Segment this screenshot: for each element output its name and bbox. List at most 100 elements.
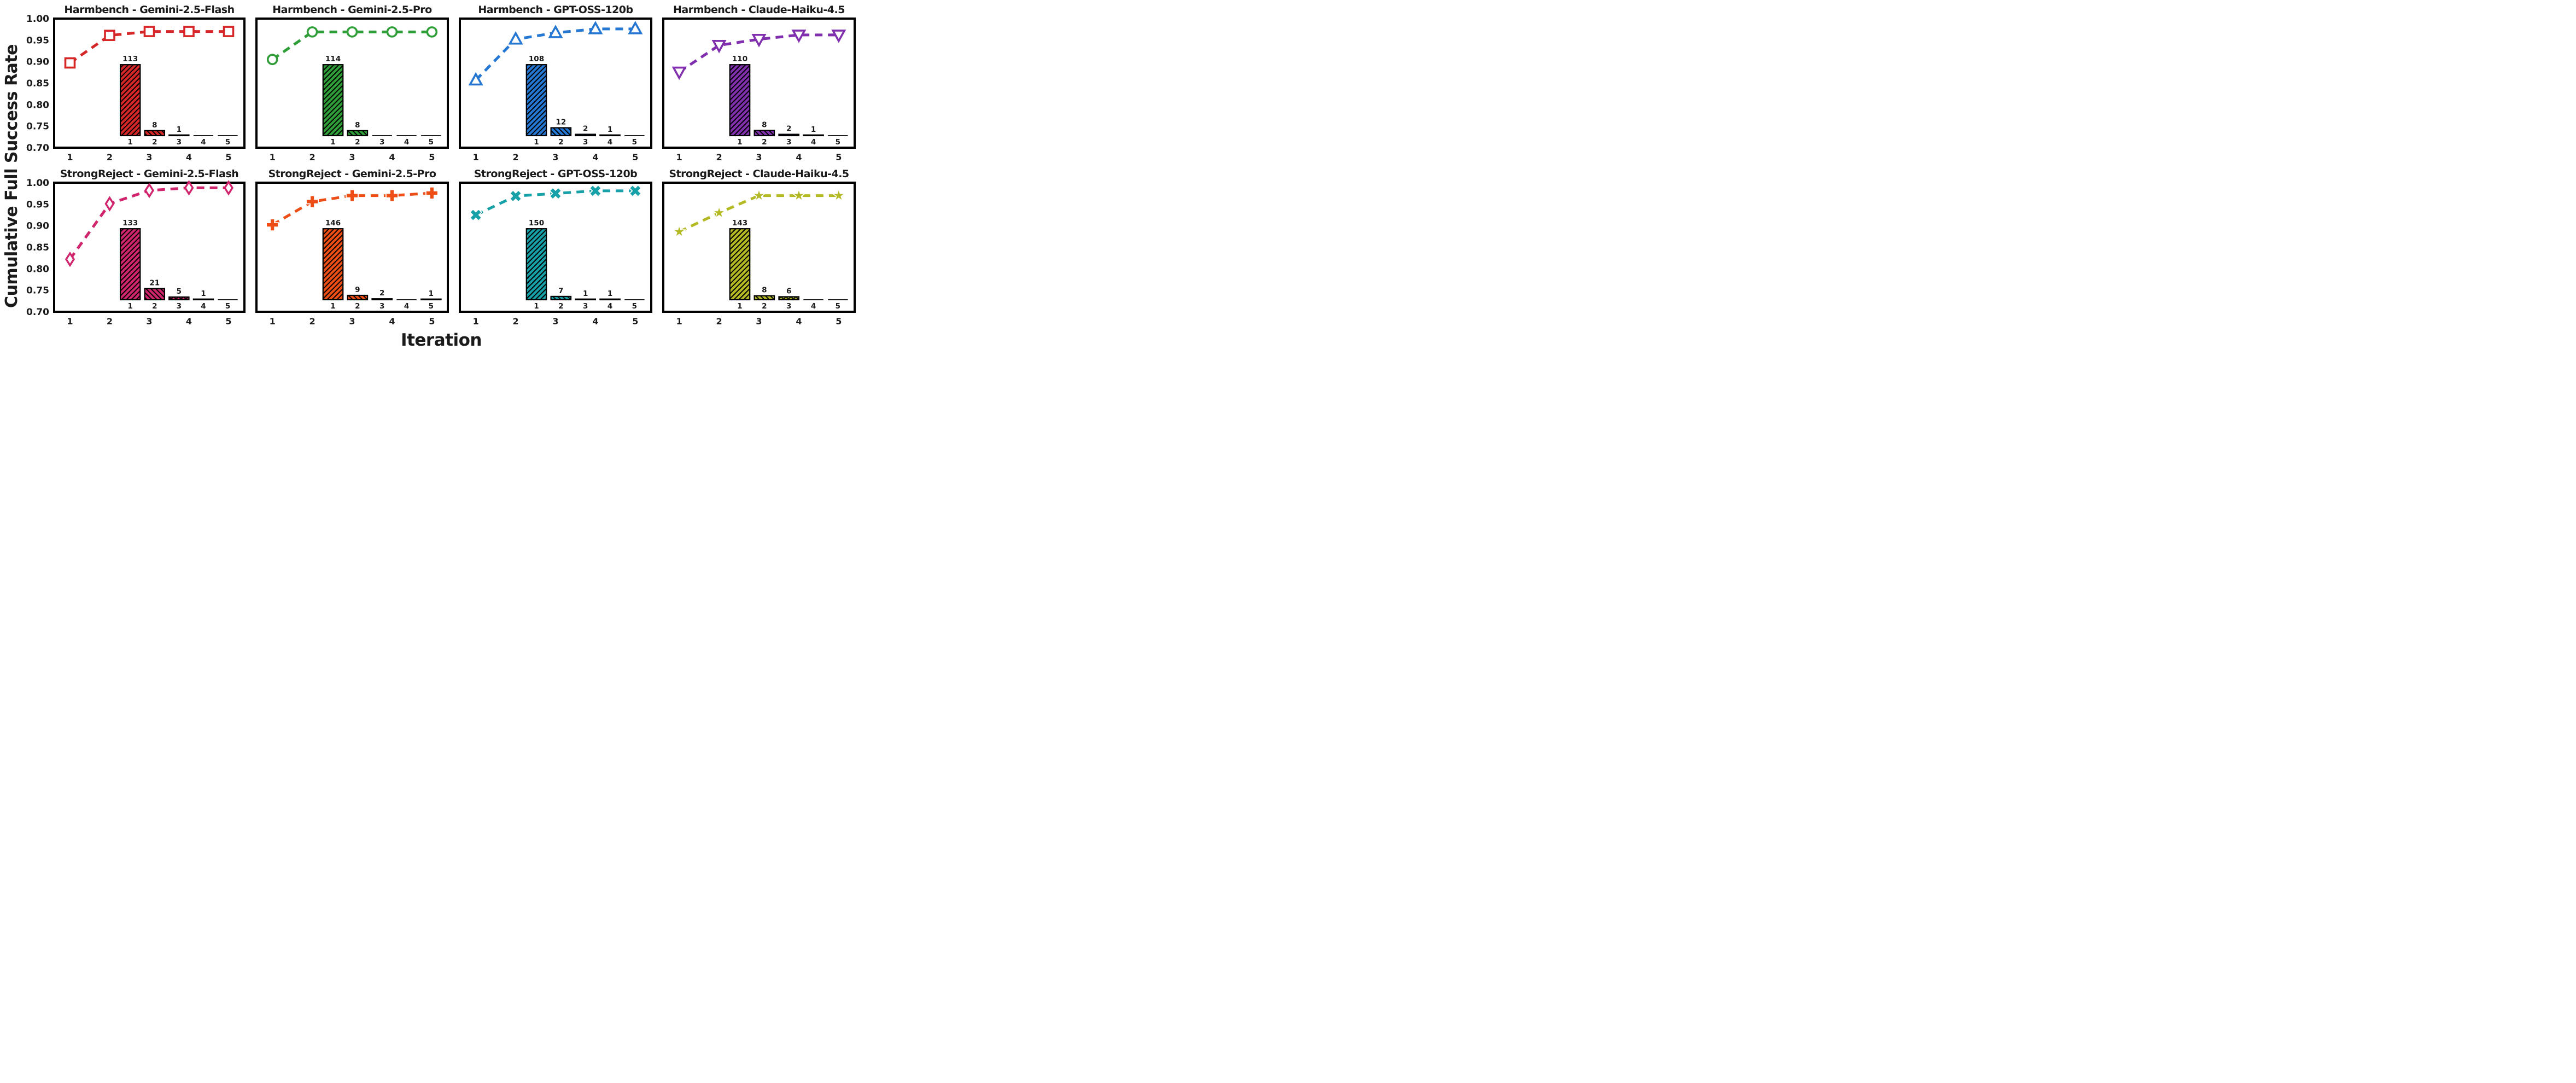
panel-row-harmbench: Harmbench - Gemini-2.5-Flash 1.00 0.95 0.90… xyxy=(24,2,859,166)
x-tick-label: 3 xyxy=(146,316,152,327)
marker-circle-open xyxy=(426,26,438,38)
success-rate-line xyxy=(69,30,229,65)
y-tick-label: 0.85 xyxy=(26,78,49,89)
marker-x-filled xyxy=(549,187,562,200)
subplot-title: Harmbench - Gemini-2.5-Flash xyxy=(64,4,234,16)
x-tick-label: 4 xyxy=(389,152,395,162)
inset-bar-tick-label: 5 xyxy=(429,302,434,311)
success-rate-line xyxy=(271,191,432,226)
plot-box xyxy=(255,182,449,313)
y-tick-label: 0.75 xyxy=(26,121,49,132)
inset-bar xyxy=(753,130,775,137)
inset-bar-tick-label: 3 xyxy=(177,138,182,147)
inset-bar-tick-label: 2 xyxy=(355,302,360,311)
inset-bar-count-label: 8 xyxy=(762,121,767,130)
inset-bar-tick-label: 3 xyxy=(177,302,182,311)
inset-bar-count-label: 5 xyxy=(177,287,182,296)
inset-bar-count-label: 2 xyxy=(379,289,384,298)
marker-circle-open xyxy=(346,26,358,38)
inset-bar-tick-label: 1 xyxy=(534,138,539,147)
inset-bar xyxy=(144,288,166,301)
subplot-harmbench-gpt-oss-120b: Harmbench - GPT-OSS-120b 1 2 3 4 5 108 1 12 2 2 3 1 4… xyxy=(452,2,656,166)
inset-bar-tick-label: 2 xyxy=(762,138,767,147)
inset-bar xyxy=(322,228,344,301)
inset-bar-tick-label: 2 xyxy=(558,302,563,311)
inset-bar-tick-label: 5 xyxy=(429,138,434,147)
x-tick-label: 3 xyxy=(552,152,558,162)
inset-bar-count-label: 2 xyxy=(786,125,791,133)
y-tick-label: 0.75 xyxy=(26,286,49,296)
x-tick-label: 4 xyxy=(389,316,395,327)
inset-bar-tick-label: 1 xyxy=(127,138,132,147)
marker-diamond-open xyxy=(184,180,194,196)
subplot-svg: StrongReject - Claude-Haiku-4.51 2 3 4 51431… xyxy=(662,168,856,327)
y-tick-label: 0.80 xyxy=(26,264,49,275)
inset-bar xyxy=(729,64,751,137)
x-tick-label: 2 xyxy=(107,316,113,327)
y-tick-label: 0.95 xyxy=(26,35,49,46)
inset-bar xyxy=(168,134,190,137)
inset-bar-tick-label: 1 xyxy=(330,302,335,311)
inset-bar-count-label: 108 xyxy=(529,55,544,63)
x-tick-label: 1 xyxy=(270,152,276,162)
x-tick-label: 4 xyxy=(592,316,598,327)
inset-bar xyxy=(119,228,141,301)
inset-bar-tick-label: 3 xyxy=(786,302,791,311)
inset-bar-tick-label: 5 xyxy=(225,302,230,311)
y-tick-label: 0.90 xyxy=(26,57,49,68)
x-tick-label: 3 xyxy=(146,152,152,162)
x-tick-label: 5 xyxy=(429,152,435,162)
inset-bar-tick-label: 5 xyxy=(836,138,840,147)
subplot-harmbench-gemini-2.5-pro: Harmbench - Gemini-2.5-Pro 1 2 3 4 5 114 1 8 2 3 4 5 xyxy=(249,2,452,166)
inset-bar xyxy=(525,228,547,301)
inset-bar-count-label: 110 xyxy=(732,55,747,63)
marker-diamond-open xyxy=(144,182,155,199)
inset-bar-count-label: 1 xyxy=(608,125,612,134)
subplot-title: Harmbench - Gemini-2.5-Pro xyxy=(272,4,432,16)
inset-bar-tick-label: 4 xyxy=(811,138,816,147)
subplot-strongreject-gemini-2.5-flash: StrongReject - Gemini-2.5-Flash 1.00 0.95 0… xyxy=(24,166,249,330)
inset-bar-count-label: 143 xyxy=(732,219,747,228)
x-tick-label: 1 xyxy=(67,152,73,162)
inset-bar-tick-label: 5 xyxy=(225,138,230,147)
marker-x-filled xyxy=(589,184,602,197)
x-tick-label: 2 xyxy=(513,316,519,327)
subplot-harmbench-gemini-2.5-flash: Harmbench - Gemini-2.5-Flash 1.00 0.95 0.90… xyxy=(24,2,249,166)
marker-square-open xyxy=(143,26,155,37)
plot-box xyxy=(459,18,652,149)
inset-bar xyxy=(371,298,393,301)
inset-bar-tick-label: 4 xyxy=(608,138,612,147)
x-tick-label: 1 xyxy=(676,152,682,162)
inset-bar-tick-label: 1 xyxy=(330,138,335,147)
y-tick-label: 0.85 xyxy=(26,242,49,253)
marker-triangle-up-open xyxy=(468,72,483,86)
inset-bar-count-label: 12 xyxy=(556,118,566,127)
y-axis-label-gutter: Cumulative Full Success Rate xyxy=(0,2,24,350)
x-tick-label: 5 xyxy=(429,316,435,327)
marker-triangle-up-open xyxy=(548,25,563,38)
subplot-title: StrongReject - Gemini-2.5-Pro xyxy=(268,168,436,180)
inset-bar-tick-label: 4 xyxy=(404,302,409,311)
inset-bar-tick-label: 1 xyxy=(127,302,132,311)
marker-square-open xyxy=(104,30,115,41)
x-tick-label: 1 xyxy=(270,316,276,327)
x-tick-label: 2 xyxy=(309,316,316,327)
subplot-title: Harmbench - Claude-Haiku-4.5 xyxy=(673,4,845,16)
marker-star-filled xyxy=(751,188,767,202)
inset-bar-count-label: 9 xyxy=(355,286,360,294)
success-rate-line xyxy=(678,33,839,73)
inset-bar-count-label: 1 xyxy=(811,125,816,134)
x-tick-label: 2 xyxy=(716,152,722,162)
plot-box xyxy=(53,18,246,149)
y-tick-label: 1.00 xyxy=(26,178,49,189)
y-tick-label: 0.70 xyxy=(26,143,49,154)
x-tick-label: 2 xyxy=(107,152,113,162)
inset-bar-tick-label: 4 xyxy=(608,302,612,311)
inset-bar-count-label: 1 xyxy=(429,289,434,298)
inset-bar-tick-label: 4 xyxy=(811,302,816,311)
marker-square-open xyxy=(223,26,235,37)
marker-x-filled xyxy=(628,184,642,197)
x-tick-label: 2 xyxy=(309,152,316,162)
marker-star-filled xyxy=(711,205,727,219)
